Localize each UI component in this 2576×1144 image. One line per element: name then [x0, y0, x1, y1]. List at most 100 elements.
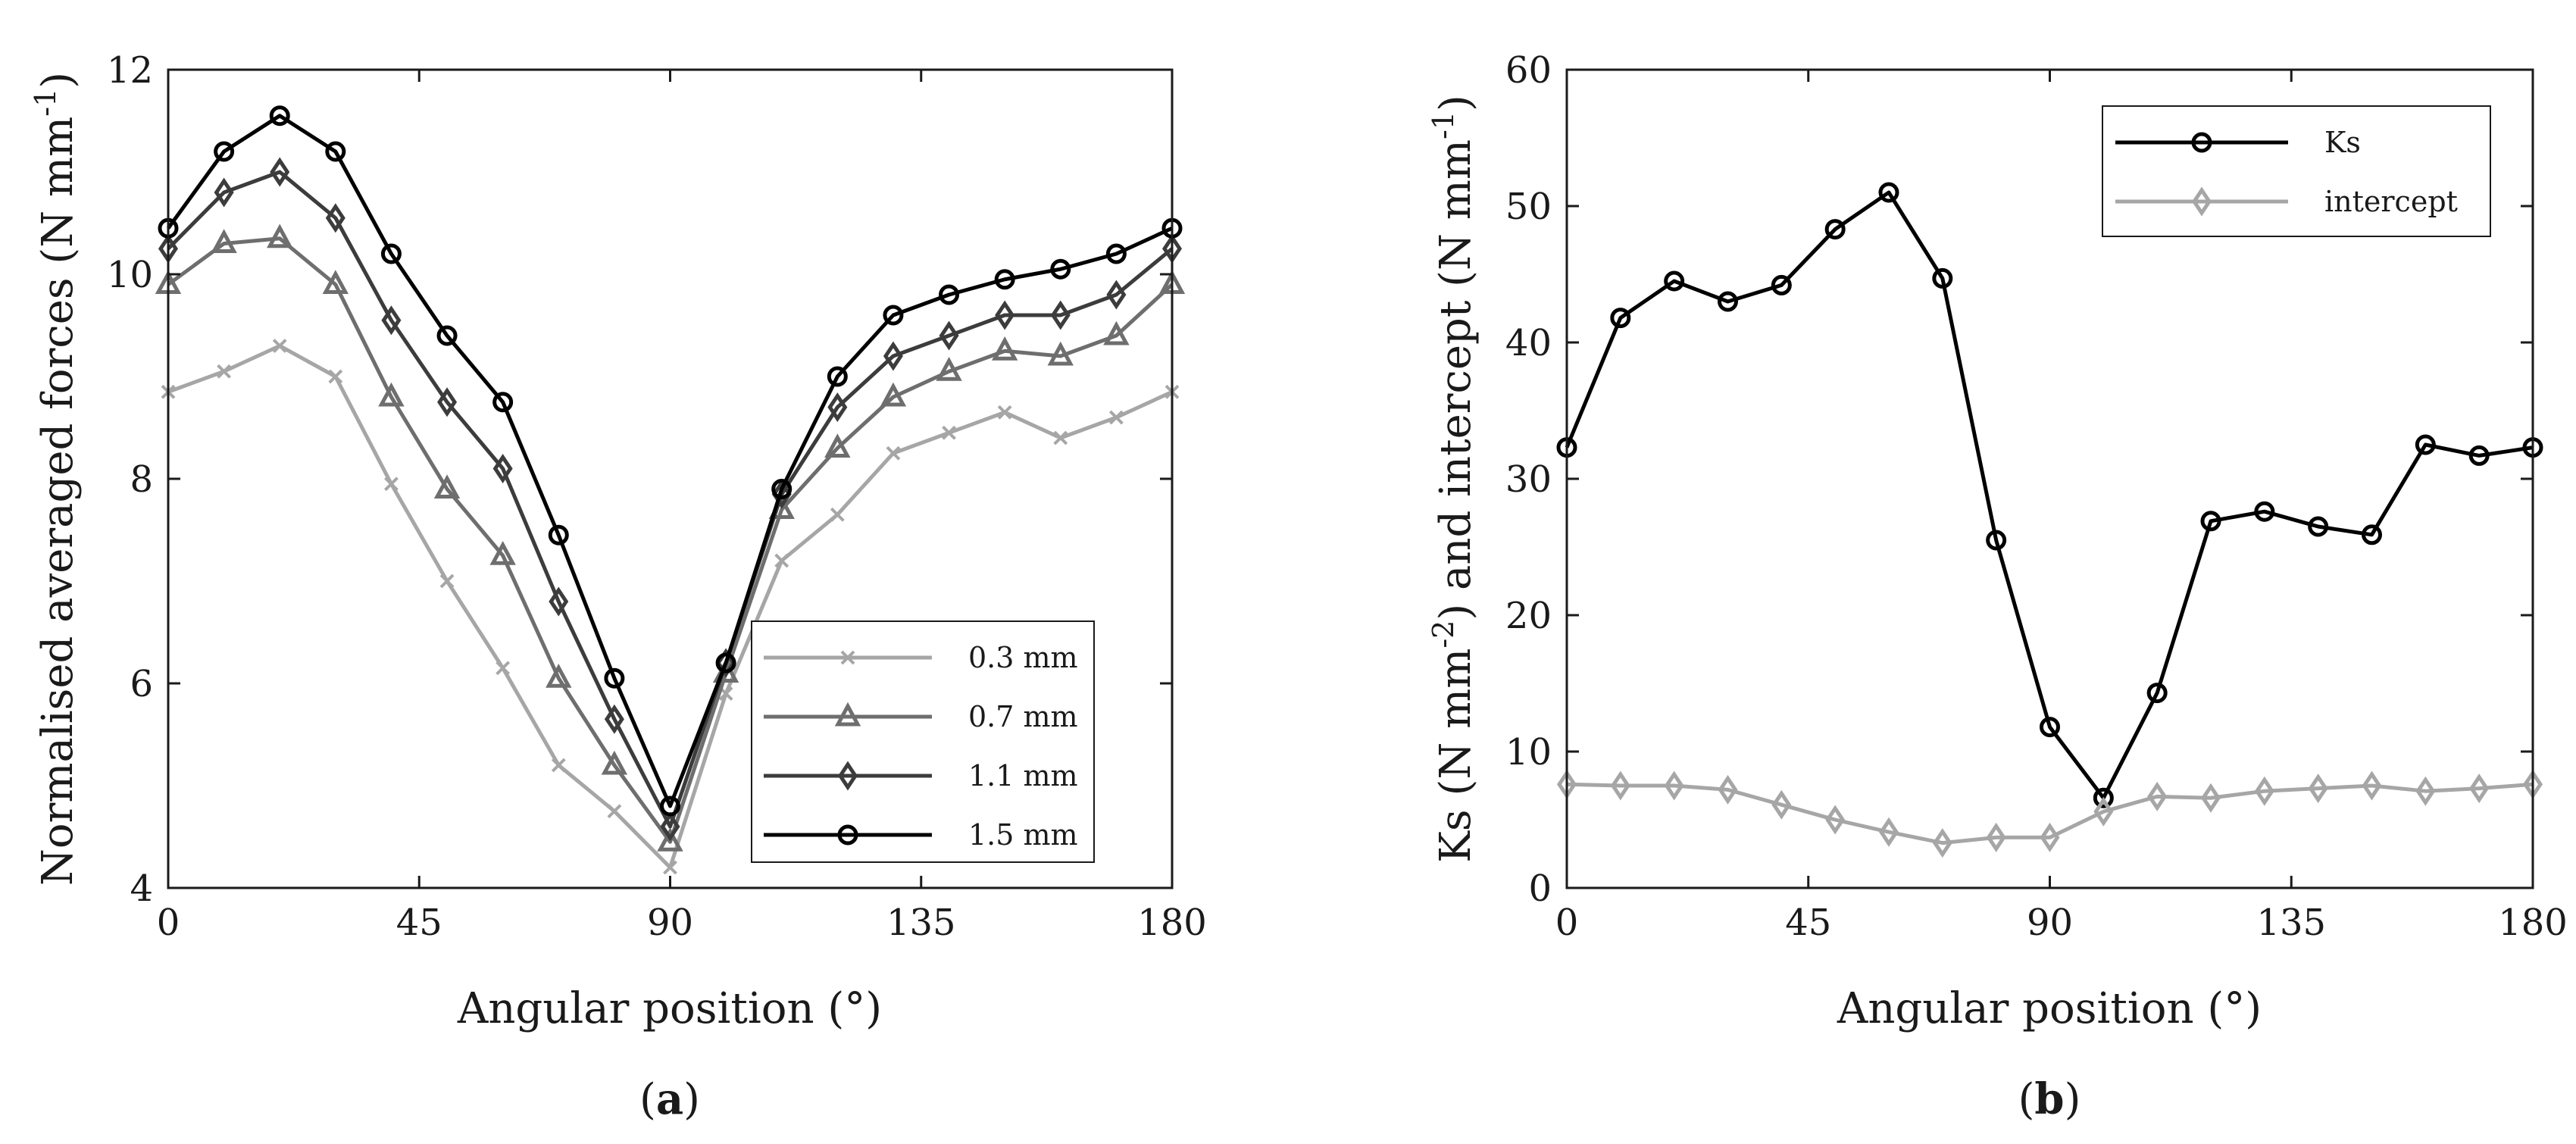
legend-entry: Ks	[2115, 126, 2361, 159]
data-point	[492, 392, 514, 413]
y-tick-label: 30	[1505, 458, 1552, 501]
data-point	[436, 325, 458, 346]
legend-entry: 1.5 mm	[764, 818, 1078, 852]
series-line	[167, 236, 1174, 844]
data-point	[994, 269, 1015, 290]
data-point	[1047, 341, 1074, 366]
data-point	[1718, 774, 1738, 805]
x-tick-label: 90	[2027, 902, 2073, 944]
series-line	[1565, 190, 2534, 800]
chart-a-plot-area	[155, 105, 1186, 875]
data-point	[211, 229, 237, 253]
data-point	[883, 341, 903, 371]
legend-marker	[837, 824, 858, 845]
chart-b-legend: Ks intercept	[2102, 105, 2491, 237]
y-tick-label: 10	[1505, 731, 1552, 774]
data-point	[2469, 774, 2490, 804]
data-point	[272, 339, 287, 353]
data-point	[2093, 787, 2114, 808]
series-1-1-mm	[158, 157, 1183, 842]
data-point	[1106, 280, 1127, 310]
data-point	[1986, 530, 2007, 551]
data-point	[939, 320, 959, 351]
legend-marker	[2191, 132, 2212, 153]
x-tick-label: 0	[1555, 902, 1579, 944]
data-point	[214, 177, 234, 208]
data-point	[2468, 445, 2490, 466]
data-point	[496, 661, 511, 676]
legend-entry: 1.1 mm	[764, 759, 1078, 792]
chart-a-y-axis-label: Normalised averaged forces (N mm-1)	[29, 72, 83, 886]
data-point	[2254, 776, 2274, 806]
data-point	[1825, 805, 1846, 835]
legend-marker	[834, 702, 861, 727]
data-point	[1050, 258, 1071, 280]
data-point	[771, 479, 792, 509]
data-point	[439, 574, 455, 589]
legend-marker	[837, 761, 858, 791]
x-tick-label: 135	[2256, 902, 2326, 944]
data-point	[378, 382, 405, 407]
legend-entry: 0.3 mm	[764, 641, 1078, 674]
legend-label: 0.7 mm	[968, 700, 1078, 733]
y-tick-label: 20	[1505, 595, 1552, 637]
data-point	[601, 750, 628, 775]
data-point	[607, 804, 622, 819]
data-point	[1932, 267, 1953, 289]
data-point	[325, 141, 346, 162]
data-point	[715, 652, 736, 674]
data-point	[551, 758, 566, 773]
chart-b-ticks: 0 45 90 135 180 0 10 20 30 40 50 60	[1505, 49, 2568, 944]
data-point	[2415, 776, 2436, 806]
data-point	[991, 336, 1018, 361]
data-point	[325, 203, 345, 233]
chart-b-plot-area	[1556, 182, 2543, 858]
series-0-7-mm	[155, 223, 1186, 852]
data-point	[548, 524, 569, 545]
data-point	[1932, 828, 1952, 858]
data-point	[2254, 501, 2275, 522]
data-point	[1610, 308, 1631, 329]
data-point	[549, 586, 569, 617]
data-point	[1718, 291, 1738, 312]
data-point	[2362, 524, 2382, 545]
chart-a-legend: 0.3 mm 0.7 mm 1.1 mm 1.5 mm	[751, 620, 1095, 863]
data-point	[2040, 822, 2060, 852]
y-tick-label: 40	[1505, 322, 1552, 364]
y-tick-label: 6	[130, 663, 153, 705]
data-point	[433, 474, 461, 499]
x-tick-label: 0	[157, 902, 180, 944]
data-point	[2093, 796, 2114, 827]
data-point	[2362, 770, 2382, 801]
data-point	[660, 811, 680, 842]
data-point	[824, 433, 851, 458]
x-tick-label: 180	[2498, 902, 2568, 944]
x-tick-label: 90	[647, 902, 693, 944]
data-point	[1664, 770, 1684, 801]
data-point	[2146, 683, 2168, 704]
data-point	[2200, 783, 2221, 813]
data-point	[1878, 182, 1899, 203]
x-tick-label: 45	[1785, 902, 1831, 944]
x-tick-label: 45	[396, 902, 442, 944]
data-point	[995, 300, 1015, 330]
chart-b-x-axis-label: Angular position (°)	[1837, 984, 2262, 1033]
data-point	[322, 270, 349, 294]
y-tick-label: 10	[107, 254, 153, 296]
chart-a-legend-box	[751, 620, 1095, 863]
legend-label: Ks	[2324, 126, 2361, 159]
data-point	[1771, 789, 1792, 820]
data-point	[886, 445, 901, 461]
data-point	[267, 223, 293, 248]
y-tick-label: 50	[1505, 186, 1552, 228]
data-point	[2308, 774, 2328, 804]
data-point	[1771, 274, 1792, 295]
series-line	[166, 114, 1174, 808]
data-point	[883, 305, 904, 326]
series-0-3-mm	[161, 339, 1180, 875]
chart-b-y-axis-label: Ks (N mm-2) and intercept (N mm-1)	[1427, 95, 1480, 863]
y-tick-label: 8	[130, 458, 153, 501]
chart-b-legend-box	[2102, 105, 2491, 237]
